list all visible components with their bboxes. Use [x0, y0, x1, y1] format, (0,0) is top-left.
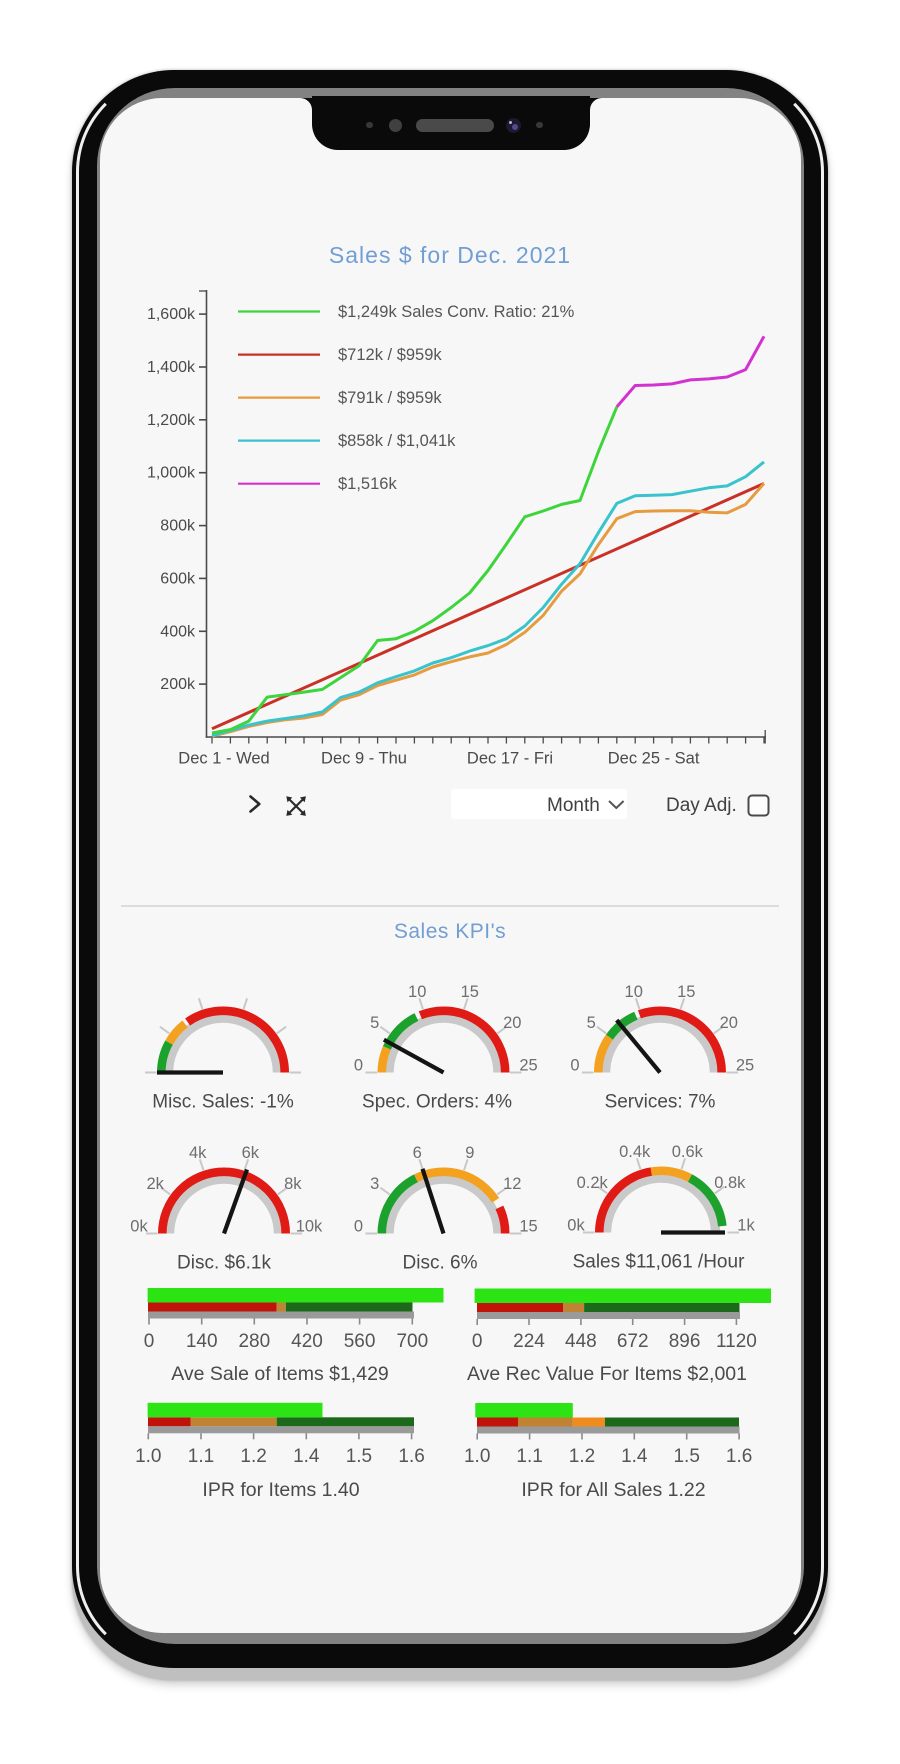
svg-text:1.2: 1.2: [240, 1446, 266, 1467]
svg-text:20: 20: [503, 1014, 521, 1032]
svg-text:10k: 10k: [296, 1218, 323, 1236]
svg-text:Ave Sale of Items $1,429: Ave Sale of Items $1,429: [171, 1363, 389, 1385]
svg-text:0.6k: 0.6k: [672, 1143, 704, 1161]
svg-text:224: 224: [513, 1331, 545, 1352]
svg-text:1.0: 1.0: [464, 1446, 490, 1467]
svg-text:5: 5: [370, 1014, 379, 1032]
svg-text:0: 0: [354, 1057, 363, 1075]
svg-text:Dec 1 - Wed: Dec 1 - Wed: [178, 750, 269, 768]
svg-text:25: 25: [519, 1057, 537, 1075]
svg-text:1120: 1120: [716, 1331, 757, 1352]
svg-text:IPR for Items 1.40: IPR for Items 1.40: [202, 1479, 359, 1501]
svg-text:1,400k: 1,400k: [147, 359, 196, 376]
svg-text:1.5: 1.5: [346, 1446, 372, 1467]
svg-text:Dec 25 - Sat: Dec 25 - Sat: [608, 750, 700, 768]
svg-text:15: 15: [677, 983, 695, 1001]
svg-text:Disc. 6%: Disc. 6%: [403, 1253, 478, 1274]
svg-text:0: 0: [472, 1331, 483, 1352]
svg-text:10: 10: [408, 983, 426, 1001]
svg-text:1,000k: 1,000k: [147, 465, 196, 482]
svg-text:$712k / $959k: $712k / $959k: [338, 346, 442, 364]
svg-text:448: 448: [565, 1331, 597, 1352]
svg-text:Sales $11,061 /Hour: Sales $11,061 /Hour: [573, 1252, 745, 1273]
svg-text:Dec 17 - Fri: Dec 17 - Fri: [467, 750, 553, 768]
svg-text:10: 10: [625, 983, 643, 1001]
svg-text:Month: Month: [547, 795, 600, 816]
svg-text:9: 9: [465, 1144, 474, 1162]
svg-text:0: 0: [354, 1218, 363, 1236]
svg-text:6k: 6k: [242, 1144, 260, 1162]
svg-text:6: 6: [413, 1144, 422, 1162]
svg-text:560: 560: [344, 1331, 376, 1352]
svg-text:$1,516k: $1,516k: [338, 475, 397, 493]
svg-text:$1,249k Sales Conv. Ratio: 21%: $1,249k Sales Conv. Ratio: 21%: [338, 303, 575, 321]
svg-text:Day Adj.: Day Adj.: [666, 795, 737, 816]
svg-text:896: 896: [669, 1331, 701, 1352]
svg-text:420: 420: [291, 1331, 323, 1352]
svg-text:1.5: 1.5: [673, 1446, 699, 1467]
svg-text:800k: 800k: [160, 518, 196, 535]
svg-text:Spec. Orders: 4%: Spec. Orders: 4%: [362, 1092, 512, 1113]
svg-text:1.4: 1.4: [293, 1446, 320, 1467]
svg-text:5: 5: [587, 1014, 596, 1032]
svg-text:700: 700: [396, 1331, 428, 1352]
svg-text:4k: 4k: [189, 1144, 207, 1162]
svg-text:$791k / $959k: $791k / $959k: [338, 389, 442, 407]
svg-text:2k: 2k: [146, 1175, 164, 1193]
svg-text:400k: 400k: [160, 623, 196, 640]
svg-text:20: 20: [720, 1014, 738, 1032]
svg-text:1.1: 1.1: [516, 1446, 542, 1467]
svg-text:8k: 8k: [284, 1175, 302, 1193]
svg-text:672: 672: [617, 1331, 649, 1352]
svg-text:1,200k: 1,200k: [147, 412, 196, 429]
svg-text:0.4k: 0.4k: [619, 1143, 651, 1161]
svg-text:Dec 9 - Thu: Dec 9 - Thu: [321, 750, 407, 768]
svg-text:1.4: 1.4: [621, 1446, 648, 1467]
svg-text:Ave Rec Value For Items $2,001: Ave Rec Value For Items $2,001: [467, 1363, 747, 1385]
svg-text:1.6: 1.6: [398, 1446, 424, 1467]
svg-text:1.2: 1.2: [569, 1446, 595, 1467]
svg-text:600k: 600k: [160, 570, 196, 587]
svg-text:1.6: 1.6: [726, 1446, 752, 1467]
svg-text:0: 0: [570, 1057, 579, 1075]
svg-text:1k: 1k: [737, 1217, 755, 1235]
svg-text:$858k / $1,041k: $858k / $1,041k: [338, 432, 456, 450]
svg-text:1.0: 1.0: [135, 1446, 161, 1467]
svg-text:0.2k: 0.2k: [577, 1174, 609, 1192]
svg-text:25: 25: [736, 1057, 754, 1075]
svg-text:Misc. Sales: -1%: Misc. Sales: -1%: [152, 1092, 294, 1113]
svg-text:1,600k: 1,600k: [147, 306, 196, 323]
svg-text:3: 3: [370, 1175, 379, 1193]
svg-text:IPR for All Sales 1.22: IPR for All Sales 1.22: [521, 1479, 705, 1501]
svg-text:15: 15: [519, 1218, 537, 1236]
svg-text:200k: 200k: [160, 676, 196, 693]
svg-text:15: 15: [461, 983, 479, 1001]
svg-text:140: 140: [186, 1331, 218, 1352]
svg-text:0: 0: [144, 1331, 155, 1352]
svg-text:0k: 0k: [130, 1218, 148, 1236]
svg-text:280: 280: [238, 1331, 270, 1352]
svg-text:1.1: 1.1: [188, 1446, 214, 1467]
svg-text:12: 12: [503, 1175, 521, 1193]
svg-text:Disc. $6.1k: Disc. $6.1k: [177, 1253, 271, 1274]
svg-text:0.8k: 0.8k: [714, 1174, 746, 1192]
svg-text:Services: 7%: Services: 7%: [605, 1092, 716, 1113]
svg-text:0k: 0k: [567, 1217, 585, 1235]
